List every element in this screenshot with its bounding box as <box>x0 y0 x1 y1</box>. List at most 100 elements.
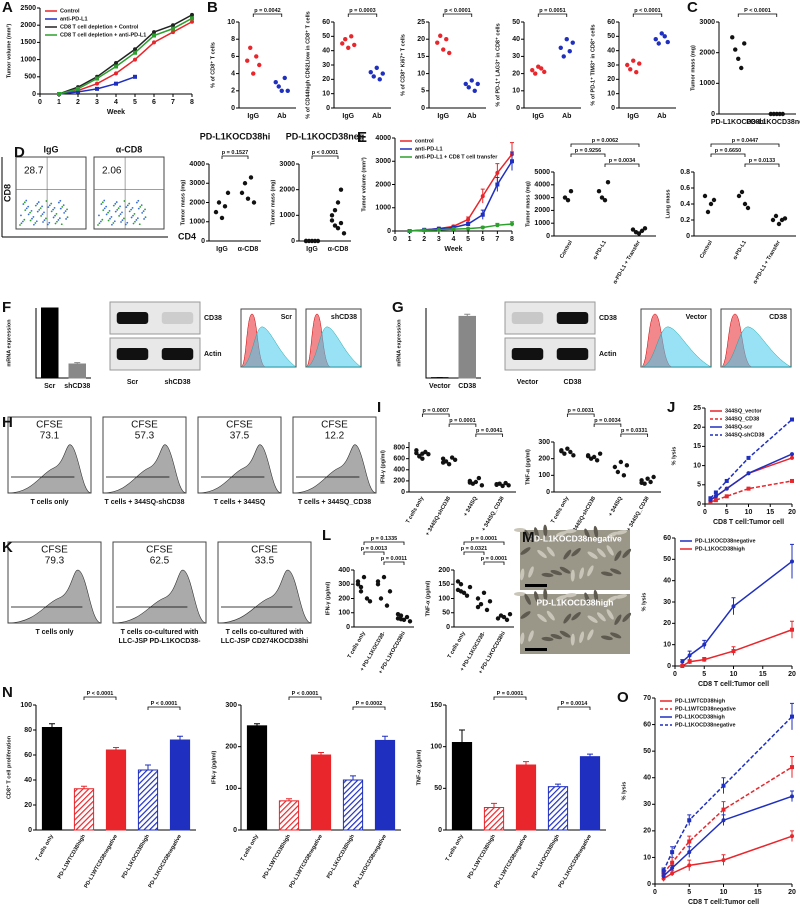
data-point <box>479 483 485 488</box>
x-tick-label: α-PD-L1 <box>732 240 748 261</box>
x-tick-label: PD-L1WTCD38negative <box>493 834 529 890</box>
x-tick-label: T cells only <box>550 495 571 525</box>
y-tick-label: 1000 <box>534 220 550 227</box>
p-value: P < 0.0001 <box>292 691 319 697</box>
x-tick-label: 2 <box>76 99 80 106</box>
legend-label: CD8 T cell depletion + Control <box>60 24 139 30</box>
y-tick-label: 30 <box>322 62 330 69</box>
p-value: p = 0.0321 <box>461 546 487 552</box>
cell <box>596 612 606 622</box>
event-dot <box>102 209 105 212</box>
p-value: p = 0.0001 <box>471 536 497 542</box>
data-point <box>114 64 118 69</box>
event-dot <box>25 199 28 202</box>
x-axis-label: CD8 T cell:Tumor cell <box>713 519 784 526</box>
data-point <box>736 193 742 199</box>
event-dot <box>98 222 101 225</box>
x-tick-label: 8 <box>510 236 514 243</box>
data-point <box>503 480 508 486</box>
data-point <box>451 227 456 232</box>
event-dot <box>113 220 116 223</box>
event-dot <box>25 207 28 210</box>
y-tick-label: 60 <box>24 752 32 759</box>
data-point <box>478 602 484 607</box>
y-tick-label: 2000 <box>534 207 550 214</box>
data-point <box>95 76 99 81</box>
significance-bracket <box>710 143 780 147</box>
event-dot <box>23 201 26 204</box>
x-axis-label: CD4 <box>178 231 196 241</box>
cell <box>593 525 599 538</box>
cell <box>579 631 585 644</box>
micrograph <box>520 530 630 590</box>
data-point <box>773 213 779 219</box>
data-point <box>790 452 794 457</box>
event-dot <box>41 205 43 208</box>
data-point <box>745 205 751 211</box>
data-point <box>602 197 608 203</box>
x-tick-label: PD-L1KOCD38negative <box>558 834 593 889</box>
significance-bracket <box>557 706 591 710</box>
y-axis-label: % of CD8⁺ Ki67⁺ T cells <box>399 34 406 96</box>
error-bar <box>464 313 471 317</box>
data-point <box>790 794 794 799</box>
event-dot <box>58 217 61 220</box>
event-dot <box>140 204 143 206</box>
data-point <box>533 71 538 76</box>
y-tick-label: 40 <box>322 48 330 55</box>
y-tick-label: 1500 <box>20 39 36 46</box>
event-dot <box>120 221 122 223</box>
data-point <box>708 201 714 207</box>
x-tick-label: IgG <box>627 113 639 120</box>
axis-arrow <box>1 157 168 238</box>
y-tick-label: 0 <box>711 111 715 118</box>
data-point <box>447 50 452 56</box>
event-dot <box>56 220 58 223</box>
y-tick-label: 10 <box>512 88 520 95</box>
y-tick-label: 40 <box>607 48 615 55</box>
bar <box>515 764 537 831</box>
cfse-histogram <box>7 569 102 624</box>
y-tick-label: 60 <box>607 19 615 26</box>
y-tick-label: 70 <box>643 695 651 702</box>
data-point <box>746 486 751 491</box>
legend-label: PD-L1WTCD38high <box>675 698 726 704</box>
p-value: P = 0.0014 <box>561 701 589 707</box>
data-point <box>687 863 692 868</box>
y-tick-label: 200 <box>393 478 405 485</box>
data-point <box>567 49 572 54</box>
data-point <box>571 453 576 458</box>
data-point <box>721 858 726 863</box>
data-point <box>670 850 675 855</box>
y-tick-label: 25 <box>693 405 701 412</box>
y-tick-label: 200 <box>225 744 237 751</box>
y-tick-label: 100 <box>20 702 32 709</box>
y-tick-label: 10 <box>663 642 671 649</box>
significance-bracket <box>620 433 649 437</box>
cell <box>541 636 554 642</box>
x-tick-label: 4 <box>452 236 456 243</box>
y-tick-label: 0.6 <box>680 185 690 192</box>
event-dot <box>123 217 125 220</box>
data-point <box>621 473 627 478</box>
event-dot <box>53 206 56 209</box>
y-tick-label: 400 <box>393 467 405 474</box>
data-point <box>680 664 685 668</box>
data-point <box>507 611 513 617</box>
y-tick-label: 0 <box>201 238 205 245</box>
marker-label: CFSE <box>131 420 158 431</box>
x-tick-label: α-CD8 <box>328 246 349 253</box>
y-tick-label: 0 <box>326 105 330 112</box>
cell <box>559 630 571 638</box>
event-dot <box>31 217 33 220</box>
error-bar <box>523 761 529 765</box>
data-point <box>251 200 257 205</box>
cfse-histogram <box>102 444 187 494</box>
error-bar <box>145 764 151 770</box>
y-tick-label: 2500 <box>20 5 36 12</box>
significance-bracket <box>288 696 322 700</box>
p-value: p = 0.0051 <box>539 8 565 14</box>
event-dot <box>105 213 108 216</box>
data-point <box>475 596 481 601</box>
bar <box>73 788 95 831</box>
